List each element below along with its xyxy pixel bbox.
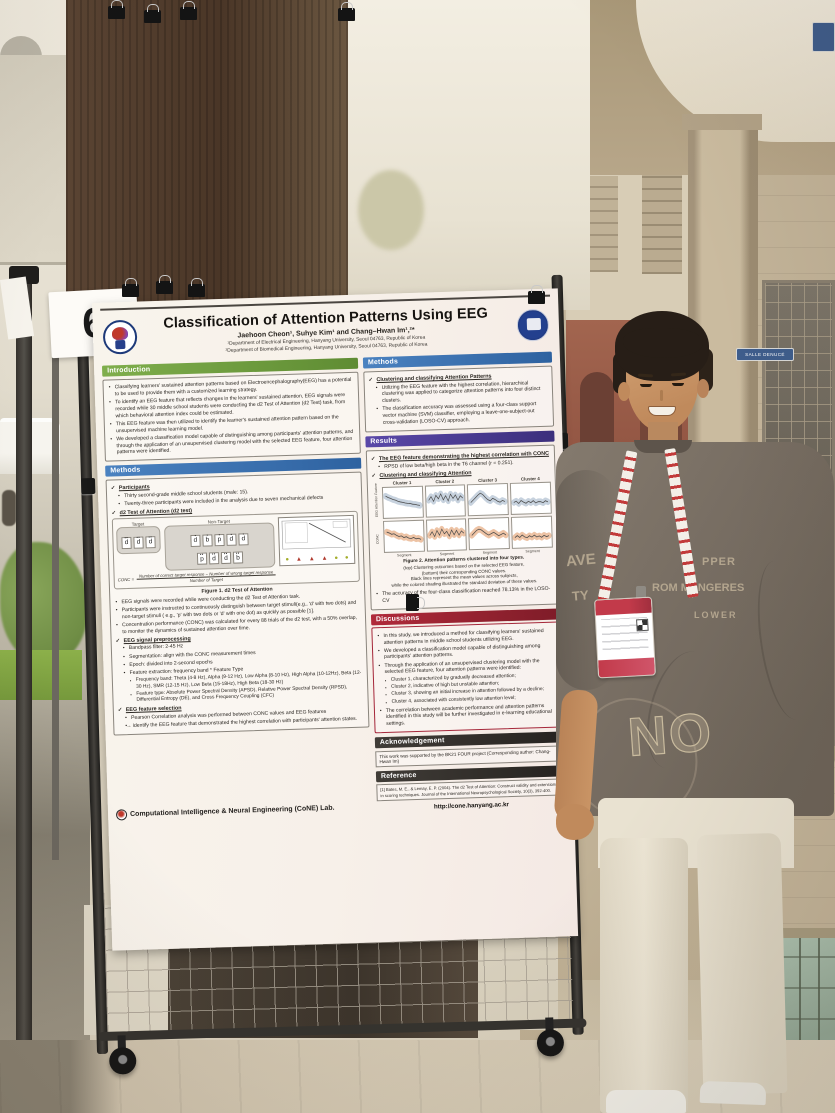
tree-foliage [0,542,88,664]
distant-building [0,55,72,265]
binder-clip [156,275,173,294]
tshirt-collar [634,440,692,453]
cluster-column-3: Cluster 3 Segment [467,477,511,555]
shirt-text: AVE [565,550,597,571]
binder-clip [528,285,545,304]
conference-badge [593,596,657,679]
nose [660,390,663,401]
room-name-plaque: SALLE DENUCÉ [736,348,794,361]
shirt-text: ROM MANGERES [652,582,745,594]
column-capital [682,114,762,130]
cluster-column-1: Cluster 1 Segment [381,479,425,557]
eye [640,384,652,387]
eeg-plot-cluster1 [381,485,424,519]
binder-clip [180,1,197,20]
room-name-text: SALLE DENUCÉ [745,352,785,357]
dark-pillar [66,0,348,312]
methods-left-box: Participants Thirty second-grade middle … [105,471,370,736]
thin-pole [52,300,59,860]
poster-right-column: Methods Clustering and classifying Atten… [362,351,566,812]
door-frame [734,928,835,938]
green-turf [0,650,82,700]
conc-plot-cluster2 [425,518,468,552]
eye [672,383,684,386]
ear [618,382,630,401]
binder-clip [108,0,125,19]
eeg-plot-cluster4 [510,481,552,515]
cluster-column-2: Cluster 2 Segment [424,478,468,556]
badge-body [595,612,655,661]
conc-plot-cluster3 [468,516,511,551]
conc-plot-cluster1 [382,519,425,553]
smiling-mouth [648,406,676,416]
shirt-text: TY [571,587,590,604]
easel-pole [16,270,32,1062]
hand [556,804,594,840]
white-sneaker [699,1080,767,1106]
results-box: The EEG feature demonstrating the highes… [365,444,560,611]
white-sneaker [606,1090,686,1113]
badge-qr-code [636,618,649,632]
badge-clip [636,586,646,601]
distant-tree [358,170,424,250]
binder-clip [338,2,355,21]
figure1-d2-test: Target ddd Non-Target dbpdd pddb [111,511,360,590]
eeg-plot-cluster3 [467,482,510,517]
ear [697,379,709,398]
d2-trend-chart [281,519,351,550]
badge-footer [598,657,656,679]
cluster-column-4: Cluster 4 Segment [510,475,553,553]
poster-left-column: Introduction Classifying learners' susta… [101,357,372,821]
stone-floor [0,1040,835,1113]
pant-leg [600,838,688,1113]
binder-clip [144,4,161,23]
shirt-text: LOWER [694,610,738,620]
shuttered-window [642,172,682,274]
conc-plot-cluster4 [511,515,553,549]
research-poster: Classification of Attention Patterns Usi… [92,288,579,951]
distant-person [2,490,16,526]
hair-fringe [623,328,703,358]
shirt-text: PPER [702,556,736,568]
binder-clip [122,278,139,297]
bright-courtyard [345,0,590,310]
d2-score-panel: ● ▲ ▲ ▲ ● ● [277,515,356,567]
figure2-clusters: EEG Attention Feature CONC Cluster 1 Seg… [372,475,554,589]
binder-clip [188,278,205,297]
eeg-plot-cluster2 [424,484,467,518]
pant-leg [696,832,788,1096]
